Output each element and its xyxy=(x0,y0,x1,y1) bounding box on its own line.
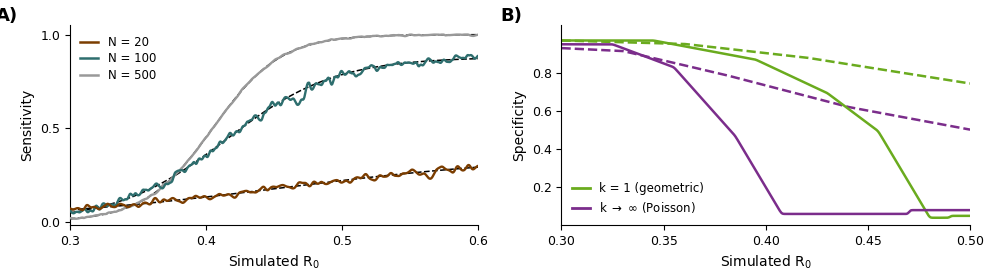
Y-axis label: Specificity: Specificity xyxy=(512,90,526,161)
Legend: k = 1 (geometric), k $\rightarrow$ $\infty$ (Poisson): k = 1 (geometric), k $\rightarrow$ $\inf… xyxy=(568,177,709,219)
Y-axis label: Sensitivity: Sensitivity xyxy=(21,89,35,162)
X-axis label: Simulated R$_0$: Simulated R$_0$ xyxy=(719,254,812,271)
Text: A): A) xyxy=(0,7,19,25)
Legend: N = 20, N = 100, N = 500: N = 20, N = 100, N = 500 xyxy=(75,31,161,87)
Text: B): B) xyxy=(500,7,522,25)
X-axis label: Simulated R$_0$: Simulated R$_0$ xyxy=(228,254,320,271)
